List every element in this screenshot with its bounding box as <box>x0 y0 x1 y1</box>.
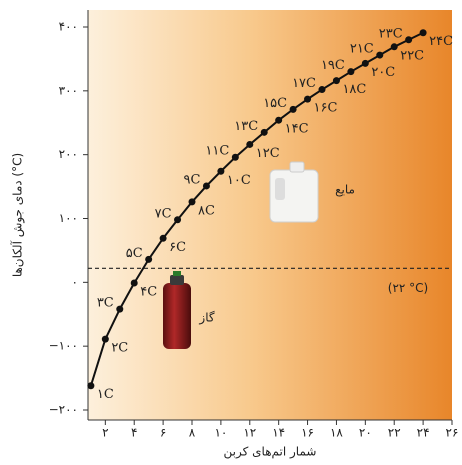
point-label: ۲۴C <box>429 34 453 49</box>
point-label: ۴C <box>140 284 157 299</box>
data-point <box>217 168 224 175</box>
data-point <box>131 279 138 286</box>
x-tick-label: ۲ <box>102 426 108 440</box>
x-tick-label: ۲۴ <box>417 426 430 440</box>
point-label: ۶C <box>169 240 186 255</box>
x-axis-title: شمار اتم‌های کربن <box>224 445 317 460</box>
point-label: ۱۱C <box>205 144 229 159</box>
data-point <box>189 198 196 205</box>
data-point <box>391 43 398 50</box>
data-point <box>87 382 94 389</box>
point-label: ۱۷C <box>292 76 316 91</box>
point-label: ۸C <box>198 203 215 218</box>
point-label: ۱۹C <box>321 58 345 73</box>
data-point <box>145 256 152 263</box>
point-label: ۹C <box>184 172 201 187</box>
x-tick-label: ۱۸ <box>330 426 343 440</box>
data-point <box>362 60 369 67</box>
point-label: ۳C <box>97 296 114 311</box>
y-tick-label: −۲۰۰ <box>49 403 78 417</box>
data-point <box>290 106 297 113</box>
y-tick-label: ۰ <box>72 275 78 289</box>
x-tick-label: ۱۴ <box>272 426 285 440</box>
point-label: ۱۶C <box>314 101 338 116</box>
y-tick-label: ۲۰۰ <box>59 147 78 161</box>
x-tick-label: ۸ <box>189 426 196 440</box>
point-label: ۱۸C <box>342 82 366 97</box>
data-point <box>160 235 167 242</box>
point-label: ۷C <box>155 206 172 221</box>
y-tick-label: −۱۰۰ <box>49 339 78 353</box>
x-tick-label: ۱۶ <box>301 426 314 440</box>
data-point <box>116 306 123 313</box>
point-label: ۵C <box>126 246 143 261</box>
point-label: ۱۴C <box>285 122 309 137</box>
point-label: ۲۰C <box>371 65 395 80</box>
data-point <box>347 68 354 75</box>
y-tick-label: ۴۰۰ <box>59 20 78 34</box>
point-label: ۱۳C <box>234 119 258 134</box>
data-point <box>319 86 326 93</box>
data-point <box>203 182 210 189</box>
data-point <box>275 117 282 124</box>
data-point <box>246 141 253 148</box>
point-label: ۲۱C <box>350 42 374 57</box>
x-tick-label: ۴ <box>131 426 137 440</box>
data-point <box>376 52 383 59</box>
point-label: ۱۰C <box>227 173 251 188</box>
x-tick-label: ۲۰ <box>359 426 372 440</box>
point-label: ۱۲C <box>256 146 280 161</box>
data-point <box>174 216 181 223</box>
point-label: ۱C <box>97 387 114 402</box>
point-label: ۲۳C <box>379 26 403 41</box>
point-label: ۲۲C <box>400 48 424 63</box>
y-axis-title: دمای جوش آلکان‌ها (°C) <box>10 153 26 277</box>
data-point <box>333 77 340 84</box>
x-tick-label: ۲۶ <box>446 426 459 440</box>
point-label: ۱۵C <box>263 96 287 111</box>
x-tick-label: ۲۲ <box>388 426 401 440</box>
annotation-liquid: مایع <box>335 183 355 197</box>
data-point <box>405 36 412 43</box>
x-tick-label: ۱۲ <box>243 426 256 440</box>
liquid-jug <box>270 162 318 222</box>
data-point <box>261 129 268 136</box>
point-label: ۲C <box>111 341 128 356</box>
data-point <box>420 29 427 36</box>
annotation-gas: گاز <box>198 311 214 326</box>
data-point <box>102 336 109 343</box>
y-tick-label: ۱۰۰ <box>59 211 78 225</box>
data-point <box>232 154 239 161</box>
y-tick-label: ۳۰۰ <box>59 83 78 97</box>
reference-label: (۲۲ °C) <box>388 281 428 295</box>
data-point <box>304 96 311 103</box>
x-tick-label: ۶ <box>160 426 166 440</box>
chart: دمای جوش آلکان‌ها (°C) شمار اتم‌های کربن… <box>0 0 462 465</box>
x-tick-label: ۱۰ <box>214 426 227 440</box>
